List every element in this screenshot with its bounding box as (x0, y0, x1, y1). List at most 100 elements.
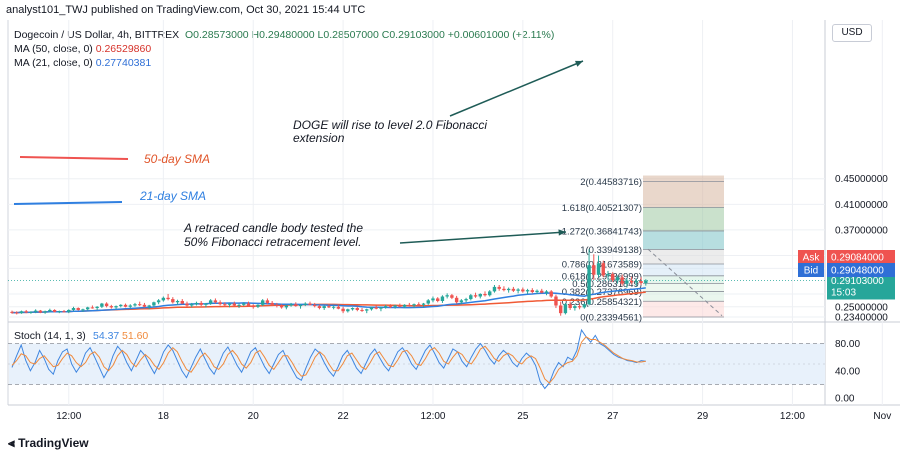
time-tick-label: 27 (607, 411, 619, 422)
candle-body (52, 309, 57, 312)
candle-body (185, 303, 189, 306)
fib-level-label: 2(0.44583716) (580, 177, 642, 188)
candle-body (128, 305, 132, 307)
candle-body (473, 295, 478, 297)
candle-body (488, 291, 492, 296)
price-tick-label: 0.23400000 (835, 313, 888, 324)
time-tick-label: 12:00 (420, 411, 445, 422)
candle-body (483, 293, 487, 296)
candle-body (530, 290, 534, 293)
fib-arrow (449, 60, 584, 117)
candle-body (298, 304, 303, 307)
candle-body (10, 311, 14, 313)
candle-body (213, 300, 218, 303)
candle-body (412, 304, 416, 306)
last-price-countdown: 15:03 (831, 287, 856, 298)
candle-body (242, 303, 246, 305)
time-tick-label: 22 (338, 411, 350, 422)
fib-zone (643, 207, 724, 231)
candle-body (156, 300, 161, 303)
candle-body (454, 297, 459, 303)
fib-zone (643, 249, 724, 265)
fib-annotation-line1: DOGE will rise to level 2.0 Fibonacci (293, 118, 487, 132)
time-tick-label: 12:00 (780, 411, 805, 422)
candle-body (511, 288, 516, 291)
candle-body (341, 308, 345, 312)
fib-zone (643, 230, 724, 250)
candle-body (544, 291, 549, 293)
retrace-annotation-line2: 50% Fibonacci retracement level. (184, 235, 361, 249)
fib-level-label: 1(0.33949138) (580, 245, 642, 256)
price-tick-label: 0.41000000 (835, 200, 888, 211)
price-tick-label: 0.37000000 (835, 225, 888, 236)
candle-body (450, 295, 454, 298)
candle-body (521, 289, 525, 292)
candle-body (62, 311, 66, 313)
currency-button[interactable]: USD (832, 24, 872, 42)
stoch-tick-label: 40.00 (835, 366, 860, 377)
candle-body (629, 280, 634, 283)
candle-body (346, 309, 350, 312)
bid-value: 0.29048000 (831, 266, 884, 277)
candle-body (535, 290, 539, 293)
candle-body (431, 298, 435, 301)
ma21-legend: MA (21, close, 0) 0.27740381 (14, 57, 151, 69)
candle-body (445, 295, 449, 297)
stoch-k-line (11, 328, 646, 390)
candle-body (360, 309, 364, 311)
candle-body (161, 297, 166, 301)
candle-body (596, 263, 601, 275)
stoch-k-value: 54.37 (93, 330, 119, 342)
ma50-value: 0.26529860 (95, 43, 152, 55)
candle-body (90, 307, 95, 309)
candle-body (611, 274, 615, 281)
candle-body (180, 300, 184, 304)
bid-label: Bid (804, 266, 818, 277)
candle-body (558, 305, 563, 314)
stoch-d-line (11, 336, 646, 384)
candle-body (294, 304, 298, 307)
candle-body (502, 288, 506, 291)
ask-label-bg (798, 250, 824, 264)
fib-annotation-line2: extension (293, 131, 345, 145)
candle-body (308, 303, 312, 305)
stoch-name: Stoch (14, 1, 3) (14, 330, 86, 342)
candle-body (123, 304, 128, 307)
tv-logo-icon: ⫷ (8, 436, 15, 450)
candle-body (407, 304, 412, 306)
ma21-label: MA (21, close, 0) (14, 57, 93, 69)
candle-body (540, 290, 544, 293)
candle-body (525, 290, 530, 292)
candle-body (421, 303, 426, 305)
fib-level-label: 0.618(0.29836999) (562, 271, 642, 282)
fib-zone (643, 181, 724, 208)
candle-body (625, 280, 629, 284)
candle-body (208, 300, 213, 304)
candle-body (48, 309, 52, 312)
candle-body (549, 291, 553, 297)
candle-body (644, 280, 648, 284)
candle-body (138, 304, 142, 306)
candle-body (199, 302, 203, 305)
candle-body (582, 304, 587, 308)
candle-body (563, 304, 568, 314)
stoch-tick-label: 80.00 (835, 339, 860, 350)
candle-body (29, 311, 33, 313)
candle-body (43, 311, 47, 313)
tv-brand: TradingView (18, 436, 89, 450)
time-tick-label: 12:00 (56, 411, 81, 422)
candle-body (568, 304, 572, 309)
candle-body (289, 304, 293, 306)
fib-zone (643, 283, 724, 292)
fib-zone (643, 264, 724, 276)
symbol-legend: Dogecoin / US Dollar, 4h, BITTREX O0.285… (14, 29, 554, 41)
candle-body (506, 288, 511, 291)
fib-level-label: 0.236(0.25854321) (562, 297, 642, 308)
candle-body (218, 302, 222, 305)
candle-body (317, 306, 322, 309)
candle-body (355, 308, 359, 310)
candle-body (417, 304, 421, 306)
candle-body (227, 303, 232, 305)
candle-body (24, 311, 28, 313)
